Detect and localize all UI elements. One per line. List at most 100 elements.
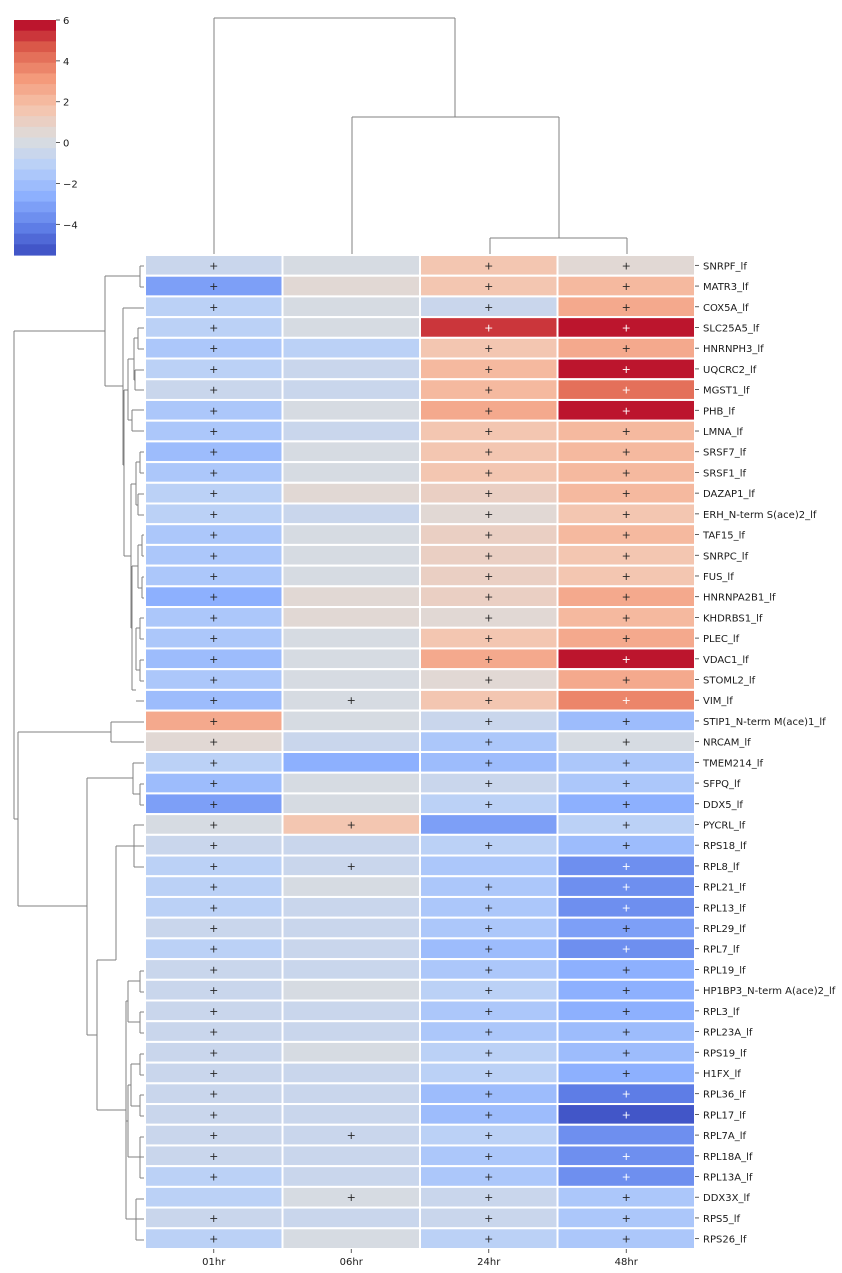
cell-annotation: + [622,466,631,479]
cell-annotation: + [484,715,493,728]
cell-annotation: + [622,549,631,562]
cell-annotation: + [209,321,218,334]
heatmap-cell [281,543,421,567]
heatmap-cell [281,895,421,919]
row-dendrogram [13,265,146,1241]
heatmap-cell [144,1185,284,1209]
colorbar-level [14,222,56,235]
row-label: MATR3_lf [703,282,749,293]
cell-annotation: + [484,1212,493,1225]
colorbar-level [14,169,56,181]
colorbar-tick-label: 4 [63,57,69,68]
cell-annotation: + [622,280,631,293]
colorbar-level [14,180,56,192]
cell-annotation: + [209,425,218,438]
heatmap-cell [281,916,421,940]
row-label: RPL29_lf [703,924,746,935]
heatmap-cell [281,295,421,319]
cell-annotation: + [209,466,218,479]
cell-annotation: + [484,611,493,624]
heatmap-cell [281,502,421,526]
cell-annotation: + [484,1046,493,1059]
heatmap-cell [281,440,421,464]
heatmap-cell [281,1165,421,1188]
heatmap-cell [281,254,421,277]
row-label: LMNA_lf [703,427,743,438]
cell-annotation: + [209,1129,218,1142]
cell-annotation: + [484,321,493,334]
heatmap-cell [419,813,559,836]
cell-annotation: + [484,1088,493,1101]
cell-annotation: + [484,632,493,645]
row-label: SFPQ_lf [703,779,741,790]
cell-annotation: + [209,570,218,583]
cell-annotation: + [484,736,493,749]
row-label: KHDRBS1_lf [703,613,763,624]
cell-annotation: + [622,384,631,397]
heatmap-cell [281,751,421,774]
cell-annotation: + [484,384,493,397]
cell-annotation: + [484,1171,493,1184]
cell-annotation: + [209,301,218,314]
cell-annotation: + [209,259,218,272]
cell-annotation: + [622,1233,631,1246]
row-label: RPL23A_lf [703,1028,753,1039]
cell-annotation: + [622,715,631,728]
colorbar-level [14,244,56,256]
colorbar-level [14,20,56,32]
colorbar-level [14,84,56,96]
heatmap-cell [419,854,559,878]
row-label: MGST1_lf [703,386,750,397]
cell-annotation: + [209,1067,218,1080]
cell-annotation: + [484,1026,493,1039]
heatmap-cell [281,419,421,443]
cell-annotation: + [209,1233,218,1246]
cell-annotation: + [622,632,631,645]
row-label: HP1BP3_N-term A(ace)2_lf [703,986,836,997]
cell-annotation: + [484,1067,493,1080]
heatmap-cell [281,771,421,795]
heatmap-cell [281,274,421,298]
row-label: VIM_lf [703,696,733,707]
cell-annotation: + [209,1005,218,1018]
cell-annotation: + [209,529,218,542]
heatmap-cell [281,833,421,857]
row-label: SLC25A5_lf [703,323,760,334]
cell-annotation: + [347,1191,356,1204]
heatmap-cell [281,1061,421,1085]
cell-annotation: + [484,963,493,976]
cell-annotation: + [622,736,631,749]
heatmap-cell [281,357,421,381]
cell-annotation: + [209,818,218,831]
row-label: STIP1_N-term M(ace)1_lf [703,717,826,728]
cell-annotation: + [209,280,218,293]
cell-annotation: + [209,756,218,769]
cell-annotation: + [622,363,631,376]
cell-annotation: + [209,653,218,666]
row-label: H1FX_lf [703,1069,741,1080]
cell-annotation: + [622,674,631,687]
column-label: 01hr [202,1257,226,1268]
cell-annotation: + [484,839,493,852]
cell-annotation: + [484,301,493,314]
cell-annotation: + [209,1088,218,1101]
cell-annotation: + [484,901,493,914]
heatmap-cell [281,1020,421,1043]
row-label: DDX3X_lf [703,1193,750,1204]
column-labels: 01hr 06hr 24hr 48hr [202,1249,639,1268]
cell-annotation: + [484,1108,493,1121]
cell-annotation: + [484,549,493,562]
cell-annotation: + [484,259,493,272]
colorbar-level [14,52,56,64]
cell-annotation: + [622,259,631,272]
heatmap-cell [556,1123,696,1147]
cell-annotation: + [622,529,631,542]
heatmap-cell [281,668,421,691]
cell-annotation: + [484,798,493,811]
cell-annotation: + [209,1108,218,1121]
colorbar-level [14,233,56,245]
cell-annotation: + [622,818,631,831]
cell-annotation: + [209,839,218,852]
cell-annotation: + [622,881,631,894]
cell-annotation: + [484,1150,493,1163]
